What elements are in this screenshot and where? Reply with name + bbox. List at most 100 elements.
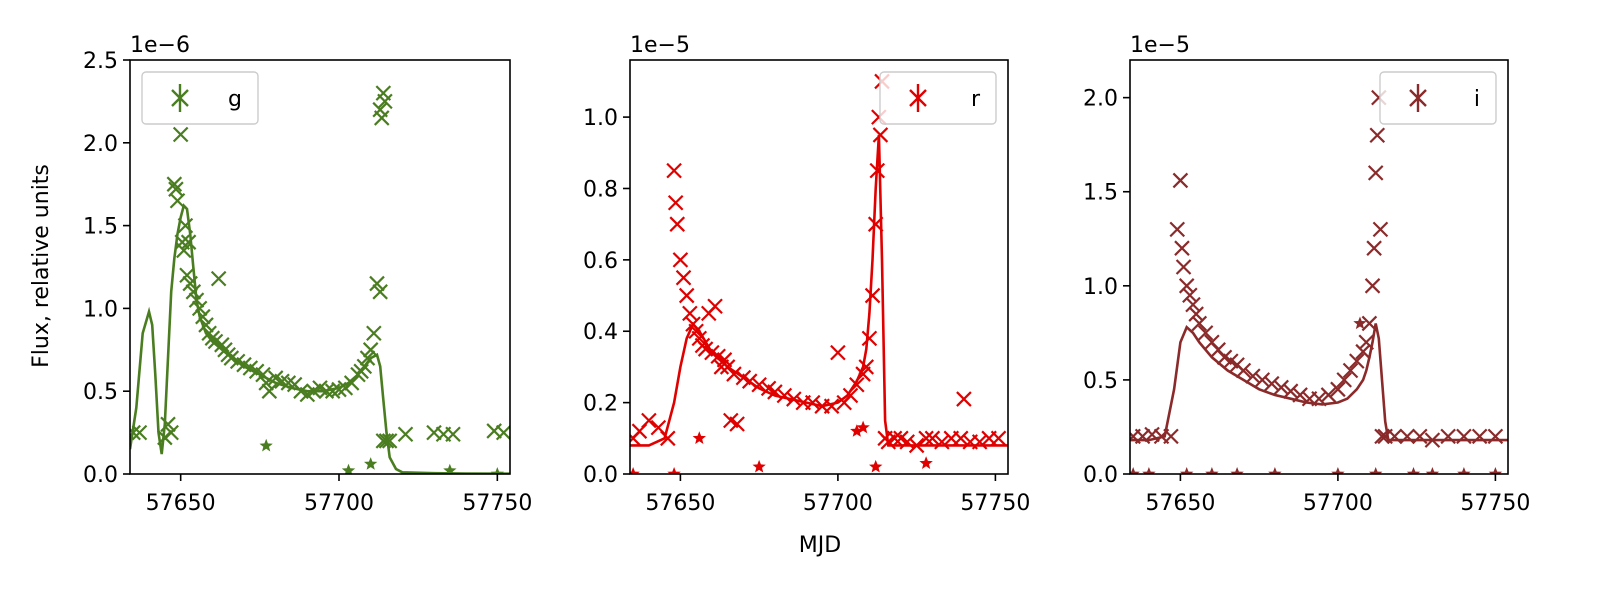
cross-point: [1355, 343, 1371, 360]
y-tick-label: 0.5: [1083, 369, 1118, 394]
legend-box: [879, 71, 997, 125]
legend-marker-icon: [1409, 84, 1427, 112]
cross-point: [741, 373, 758, 389]
x-tick-label: 57750: [462, 491, 532, 516]
cross-point: [867, 216, 884, 232]
y-tick-label: 1.5: [83, 215, 118, 240]
star-point: [630, 467, 640, 474]
cross-point: [842, 387, 859, 404]
cross-point: [377, 93, 393, 110]
x-tick-label: 57750: [960, 491, 1030, 516]
cross-point: [373, 110, 390, 126]
cross-point: [188, 292, 205, 308]
model-curve: [1130, 323, 1508, 442]
star-point: [1353, 316, 1367, 330]
scale-label: 1e−5: [1130, 33, 1190, 58]
cross-point: [375, 433, 392, 449]
cross-point: [682, 305, 698, 322]
cross-point: [707, 298, 723, 315]
star-point: [1369, 467, 1383, 474]
star-point: [364, 457, 378, 470]
cross-point: [1366, 240, 1382, 256]
y-tick-label: 0.5: [83, 380, 118, 405]
y-tick-label: 0.0: [583, 463, 618, 488]
cross-point: [908, 437, 925, 454]
cross-point: [1342, 362, 1359, 379]
cross-point: [1358, 334, 1375, 351]
y-tick-label: 1.5: [1083, 181, 1118, 206]
plot-area: [1130, 89, 1508, 474]
cross-point: [776, 387, 793, 404]
cross-point: [445, 426, 461, 443]
cross-point: [1372, 221, 1389, 238]
cross-point: [185, 284, 202, 300]
y-tick-label: 1.0: [583, 106, 618, 131]
star-point: [1406, 467, 1421, 474]
cross-point: [177, 217, 194, 234]
star-point: [752, 459, 766, 473]
star-point: [1268, 467, 1282, 474]
legend-label: g: [228, 87, 242, 112]
star-point: [692, 431, 706, 444]
cross-point: [198, 317, 214, 333]
cross-point: [131, 424, 148, 441]
cross-point: [359, 350, 376, 366]
cross-point: [786, 391, 802, 407]
cross-point: [1254, 372, 1271, 388]
cross-point: [381, 433, 398, 449]
panel-r: 57650 57700 57750 0.0 0.2 0.4 0.6 0.8 1.0 1e−5 r: [583, 33, 1030, 516]
cross-point: [767, 384, 783, 400]
scale-label: 1e−5: [630, 33, 690, 58]
cross-point: [1245, 368, 1261, 384]
cross-point: [675, 269, 692, 286]
cross-point: [669, 216, 686, 232]
star-point: [1425, 467, 1440, 474]
cross-point: [217, 342, 233, 358]
cross-point: [924, 430, 941, 447]
cross-point: [318, 383, 335, 399]
cross-point: [1235, 362, 1252, 379]
legend-marker-icon: [909, 84, 927, 112]
cross-point: [255, 366, 271, 383]
star-point: [490, 467, 504, 474]
y-tick-label: 2.5: [83, 49, 118, 74]
cross-point: [918, 430, 934, 447]
x-tick-label: 57750: [1460, 491, 1530, 516]
cross-point: [1330, 381, 1346, 398]
y-tick-label: 1.0: [83, 297, 118, 322]
cross-point: [1175, 259, 1192, 275]
cross-point: [1144, 426, 1160, 443]
star-point: [1488, 467, 1503, 474]
cross-point: [160, 416, 176, 433]
y-tick-label: 0.0: [83, 463, 118, 488]
cross-point: [823, 398, 840, 414]
cross-point: [1273, 379, 1289, 396]
x-tick-label: 57650: [1145, 491, 1215, 516]
cross-point: [666, 162, 682, 179]
star-point: [667, 467, 681, 474]
cross-point: [1169, 221, 1186, 238]
y-tick-label: 0.2: [583, 392, 618, 417]
y-axis-label: Flux, relative units: [29, 164, 54, 368]
cross-point: [660, 430, 676, 447]
legend-label: r: [971, 87, 981, 112]
cross-point: [356, 358, 373, 375]
cross-point: [667, 194, 684, 211]
cross-point: [726, 366, 742, 382]
cross-point: [971, 434, 988, 450]
star-point: [1205, 467, 1219, 474]
y-tick-label: 0.4: [583, 320, 618, 345]
cross-point: [362, 342, 379, 358]
panels: 57650 57700 577500.00.51.01.52.02.51e−6g57…: [83, 33, 1530, 516]
cross-point: [934, 434, 950, 450]
cross-point: [176, 242, 192, 259]
cross-point: [495, 424, 510, 441]
scale-label: 1e−6: [130, 33, 190, 58]
legend: r: [879, 71, 997, 125]
cross-point: [1174, 240, 1190, 256]
cross-point: [1282, 383, 1299, 399]
cross-point: [258, 375, 274, 391]
cross-point: [372, 284, 388, 300]
y-tick-label: 2.0: [1083, 87, 1118, 112]
cross-point: [1361, 315, 1378, 332]
